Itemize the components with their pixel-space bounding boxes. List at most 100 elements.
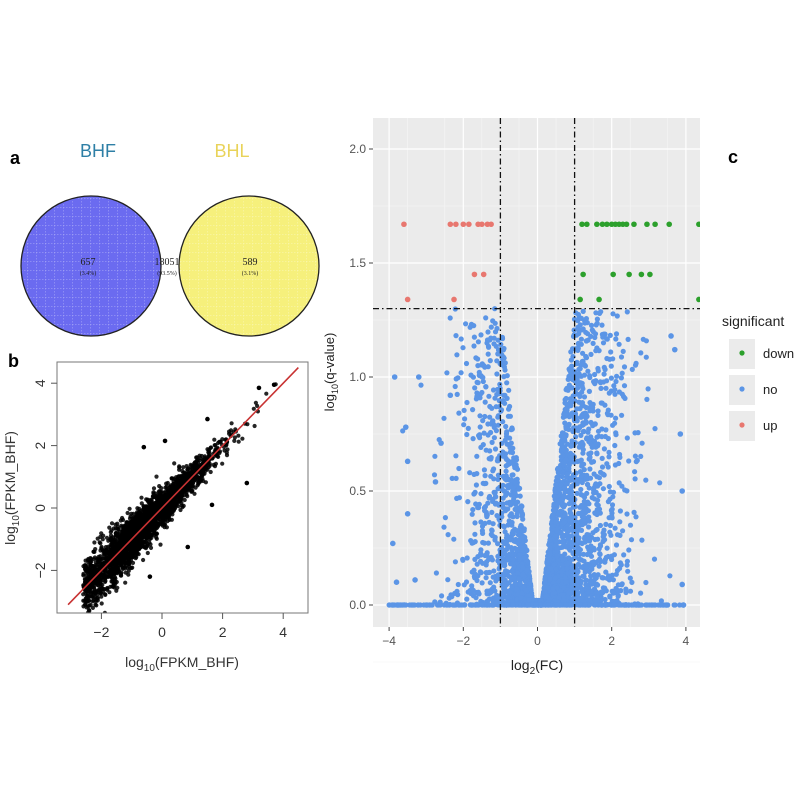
volcano-point-no	[602, 402, 608, 408]
volcano-point-no	[595, 412, 601, 418]
volcano-point-no	[489, 557, 495, 563]
volcano-point-no	[595, 428, 602, 434]
volcano-point-no	[581, 394, 588, 400]
scatter-b-point	[201, 459, 206, 464]
scatter-b-point	[148, 545, 154, 551]
scatter-b-point	[108, 533, 114, 538]
volcano-point-no	[400, 428, 406, 434]
volcano-point-no	[487, 414, 493, 420]
volcano-point-no	[465, 499, 471, 505]
scatter-b-outlier-point	[271, 382, 277, 388]
scatter-b-point	[104, 556, 109, 561]
volcano-point-no	[470, 374, 476, 380]
volcano-point-no	[595, 558, 601, 564]
volcano-point-no	[495, 541, 501, 547]
volcano-point-no	[587, 374, 593, 381]
scatter-b-point	[150, 525, 156, 531]
volcano-point-no	[507, 413, 513, 419]
scatter-b-point	[145, 497, 150, 502]
volcano-point-no	[469, 511, 475, 517]
volcano-point-no	[587, 466, 593, 472]
volcano-point-no	[445, 577, 451, 583]
volcano-point-no	[606, 449, 612, 455]
volcano-point-no	[607, 332, 613, 338]
volcano-point-no	[432, 453, 438, 459]
volcano-point-no	[591, 471, 597, 477]
volcano-point-no	[590, 340, 596, 346]
volcano-point-no	[610, 577, 617, 583]
scatter-b-x-tick-label: −2	[93, 624, 109, 640]
volcano-point-no	[497, 558, 503, 565]
volcano-point-no	[592, 371, 598, 378]
scatter-b-point	[117, 569, 122, 574]
volcano-point-no	[562, 551, 568, 557]
volcano-point-no	[583, 582, 589, 588]
scatter-b-point	[162, 525, 167, 530]
venn-percent-bhl-only: (3.1%)	[242, 270, 259, 277]
volcano-point-no	[486, 519, 492, 525]
scatter-b-point	[236, 439, 241, 444]
scatter-b-point	[107, 525, 112, 530]
volcano-point-no	[473, 482, 479, 488]
volcano-point-no	[590, 530, 596, 536]
volcano-point-no	[617, 565, 623, 572]
scatter-b-point	[141, 557, 146, 563]
volcano-point-no	[582, 536, 588, 542]
scatter-b-point	[115, 521, 120, 526]
volcano-point-no	[606, 454, 612, 460]
volcano-point-no	[559, 473, 565, 480]
volcano-point-no	[566, 462, 572, 468]
volcano-point-no	[579, 540, 585, 547]
panel-a-venn: a BHF BHL 657 (3.4%) 18051 (93.5%) 589 (…	[10, 141, 320, 337]
volcano-point-no	[605, 435, 611, 442]
scatter-b-point	[154, 531, 160, 536]
scatter-b-point	[109, 572, 114, 577]
scatter-b-fit-line	[67, 367, 299, 606]
volcano-point-no	[621, 552, 627, 558]
volcano-point-no	[596, 563, 602, 569]
scatter-b-point	[215, 453, 220, 459]
scatter-b-point	[181, 465, 186, 470]
volcano-point-no	[453, 453, 459, 459]
volcano-point-no	[562, 400, 568, 406]
scatter-b-point	[86, 620, 90, 624]
scatter-b-point	[81, 571, 86, 577]
scatter-b-outlier-point	[162, 438, 168, 444]
scatter-b-point	[232, 438, 237, 443]
volcano-point-no	[638, 350, 644, 356]
volcano-point-no	[453, 475, 459, 481]
scatter-b-point	[96, 554, 101, 560]
volcano-point-no	[490, 574, 496, 580]
scatter-b-point	[103, 578, 108, 584]
scatter-b-point	[252, 423, 257, 429]
volcano-point-no	[577, 406, 583, 412]
scatter-b-outlier-point	[244, 480, 250, 486]
scatter-b-point	[225, 447, 230, 452]
venn-count-bhf-only: 657	[81, 257, 96, 268]
scatter-b-point	[101, 570, 106, 575]
volcano-point-no	[625, 568, 631, 574]
volcano-point-no	[500, 504, 506, 510]
volcano-point-no	[452, 559, 458, 565]
scatter-b-point	[82, 598, 87, 604]
volcano-point-no	[624, 558, 631, 564]
volcano-point-no	[472, 385, 478, 391]
scatter-b-point	[103, 592, 108, 598]
volcano-point-no	[577, 393, 583, 399]
scatter-b-point	[228, 428, 234, 433]
volcano-point-no	[461, 422, 467, 428]
volcano-point-no	[486, 596, 493, 602]
scatter-b-point	[155, 515, 160, 520]
volcano-point-no	[475, 380, 481, 386]
volcano-point-no	[591, 490, 597, 496]
scatter-b-point	[131, 528, 136, 534]
volcano-point-no	[514, 596, 520, 603]
scatter-b-point	[127, 506, 132, 511]
volcano-point-no	[603, 521, 609, 528]
scatter-b-point	[167, 504, 172, 509]
volcano-point-no	[518, 522, 524, 529]
scatter-b-point	[157, 489, 162, 494]
volcano-point-no	[492, 446, 499, 452]
scatter-b-point	[180, 477, 185, 482]
